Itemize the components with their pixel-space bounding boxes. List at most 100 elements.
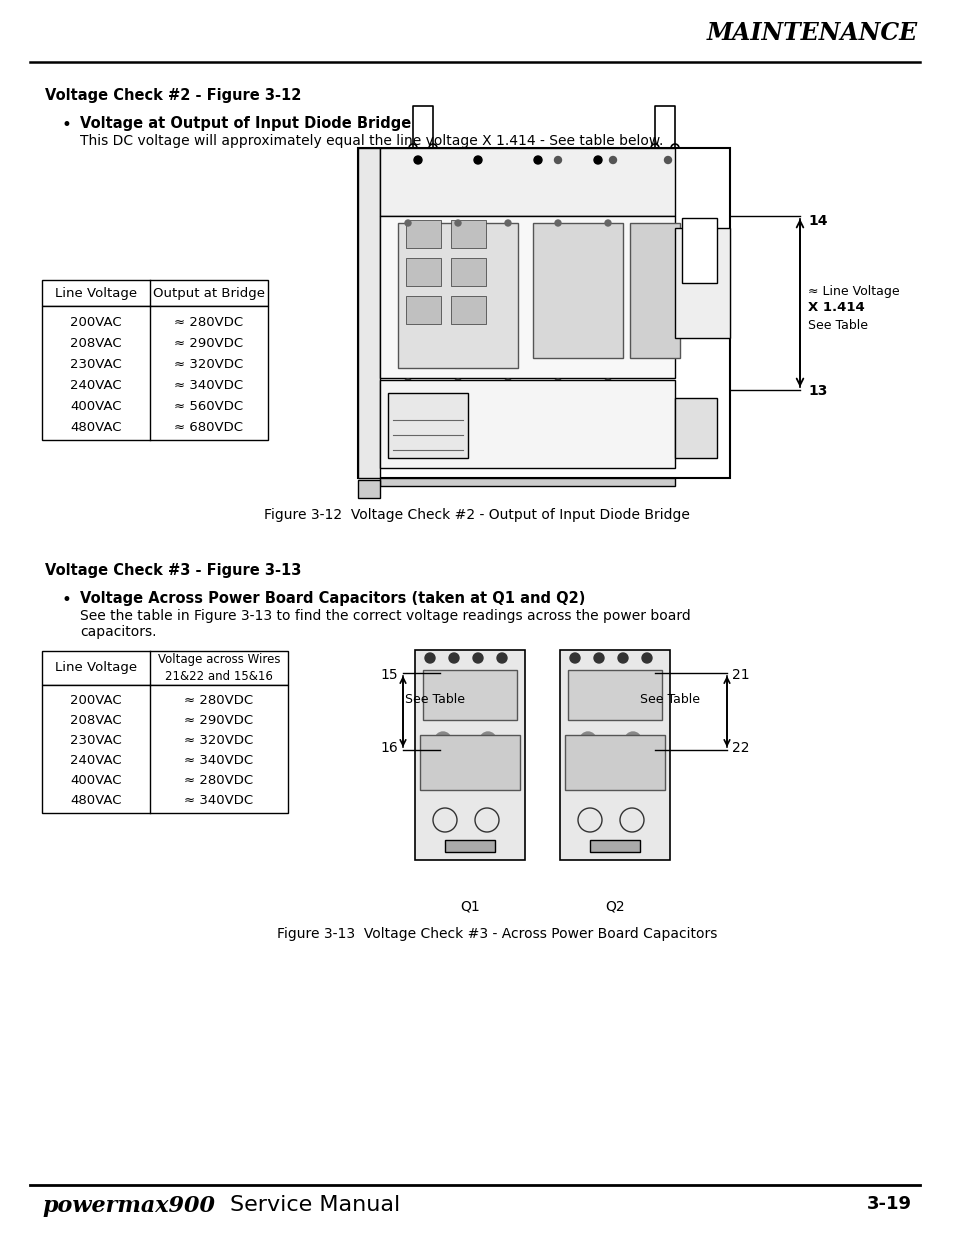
Text: Output at Bridge: Output at Bridge [152, 287, 265, 300]
Bar [379, 216, 675, 378]
Text: ≈ 340VDC: ≈ 340VDC [184, 755, 253, 767]
Text: Figure 3-13  Voltage Check #3 - Across Power Board Capacitors: Figure 3-13 Voltage Check #3 - Across Po… [276, 927, 717, 941]
Bar [589, 840, 639, 852]
Text: ≈ 290VDC: ≈ 290VDC [184, 715, 253, 727]
Text: 240VAC: 240VAC [71, 379, 122, 391]
Bar [357, 480, 379, 498]
Text: •: • [62, 592, 71, 609]
Text: 208VAC: 208VAC [71, 715, 122, 727]
Circle shape [594, 156, 601, 164]
Bar [379, 380, 675, 468]
Text: See Table: See Table [807, 319, 867, 332]
Text: ≈ 340VDC: ≈ 340VDC [174, 379, 243, 391]
Text: 480VAC: 480VAC [71, 794, 122, 808]
Circle shape [474, 156, 481, 164]
Circle shape [403, 379, 412, 387]
Circle shape [424, 653, 435, 663]
Circle shape [594, 653, 603, 663]
Bar [567, 671, 661, 720]
Text: See Table: See Table [405, 693, 464, 706]
Circle shape [641, 653, 651, 663]
Text: ≈ 560VDC: ≈ 560VDC [174, 400, 243, 412]
Circle shape [455, 220, 460, 226]
Bar [675, 398, 717, 458]
Text: 208VAC: 208VAC [71, 337, 122, 350]
Bar [406, 296, 440, 324]
Bar [533, 224, 622, 358]
Bar [42, 280, 268, 306]
Circle shape [504, 220, 511, 226]
Circle shape [603, 379, 612, 387]
Text: See Table: See Table [639, 693, 700, 706]
Bar [681, 219, 717, 283]
Bar [406, 258, 440, 287]
Text: ≈ 680VDC: ≈ 680VDC [174, 421, 243, 433]
Bar [451, 258, 485, 287]
Text: •: • [62, 116, 71, 135]
Text: Figure 3-12  Voltage Check #2 - Output of Input Diode Bridge: Figure 3-12 Voltage Check #2 - Output of… [264, 508, 689, 522]
Circle shape [604, 220, 610, 226]
Text: Voltage Across Power Board Capacitors (taken at Q1 and Q2): Voltage Across Power Board Capacitors (t… [80, 592, 585, 606]
Circle shape [555, 220, 560, 226]
Bar [42, 306, 268, 440]
Bar [419, 735, 519, 790]
Text: Line Voltage: Line Voltage [55, 287, 137, 300]
Text: 21: 21 [731, 668, 749, 682]
Circle shape [609, 157, 616, 163]
Text: 13: 13 [807, 384, 826, 398]
Text: ≈ 280VDC: ≈ 280VDC [184, 774, 253, 788]
Circle shape [473, 653, 482, 663]
Text: Voltage across Wires
21&22 and 15&16: Voltage across Wires 21&22 and 15&16 [157, 653, 280, 683]
Text: 480VAC: 480VAC [71, 421, 122, 433]
Bar [444, 840, 495, 852]
Text: ≈ Line Voltage: ≈ Line Voltage [807, 285, 899, 298]
Text: ≈ 340VDC: ≈ 340VDC [184, 794, 253, 808]
Text: Voltage Check #3 - Figure 3-13: Voltage Check #3 - Figure 3-13 [45, 563, 301, 578]
Bar [559, 650, 669, 860]
Circle shape [583, 736, 592, 743]
Text: 15: 15 [380, 668, 397, 682]
Text: Q2: Q2 [604, 900, 624, 914]
Text: ≈ 280VDC: ≈ 280VDC [184, 694, 253, 708]
Circle shape [534, 156, 541, 164]
Text: See the table in Figure 3-13 to find the correct voltage readings across the pow: See the table in Figure 3-13 to find the… [80, 609, 690, 622]
Circle shape [628, 736, 637, 743]
Text: X 1.414: X 1.414 [807, 301, 863, 314]
Text: ≈ 280VDC: ≈ 280VDC [174, 316, 243, 329]
Text: 400VAC: 400VAC [71, 774, 122, 788]
Text: This DC voltage will approximately equal the line voltage X 1.414 - See table be: This DC voltage will approximately equal… [80, 135, 662, 148]
Text: 16: 16 [380, 741, 397, 755]
Circle shape [554, 379, 561, 387]
Text: Q1: Q1 [459, 900, 479, 914]
Circle shape [438, 736, 447, 743]
Bar [397, 224, 517, 368]
Text: ≈ 290VDC: ≈ 290VDC [174, 337, 243, 350]
Circle shape [618, 653, 627, 663]
Circle shape [449, 653, 458, 663]
Bar [415, 650, 524, 860]
Bar [388, 393, 468, 458]
Text: ≈ 320VDC: ≈ 320VDC [174, 358, 243, 370]
Circle shape [554, 157, 561, 163]
Bar [357, 148, 379, 478]
Text: Service Manual: Service Manual [230, 1195, 400, 1215]
Circle shape [497, 653, 506, 663]
Text: MAINTENANCE: MAINTENANCE [706, 21, 917, 44]
Circle shape [454, 379, 461, 387]
Text: capacitors.: capacitors. [80, 625, 156, 638]
Bar [379, 148, 675, 216]
Circle shape [664, 157, 671, 163]
Circle shape [414, 156, 421, 164]
Circle shape [483, 736, 492, 743]
Circle shape [479, 732, 496, 748]
Text: ≈ 320VDC: ≈ 320VDC [184, 735, 253, 747]
Text: 14: 14 [807, 214, 826, 228]
Circle shape [579, 732, 596, 748]
Bar [357, 148, 729, 478]
Circle shape [405, 220, 411, 226]
Bar [451, 220, 485, 248]
Text: 200VAC: 200VAC [71, 694, 122, 708]
Text: Voltage Check #2 - Figure 3-12: Voltage Check #2 - Figure 3-12 [45, 88, 301, 103]
Text: 230VAC: 230VAC [71, 358, 122, 370]
Bar [42, 685, 288, 813]
